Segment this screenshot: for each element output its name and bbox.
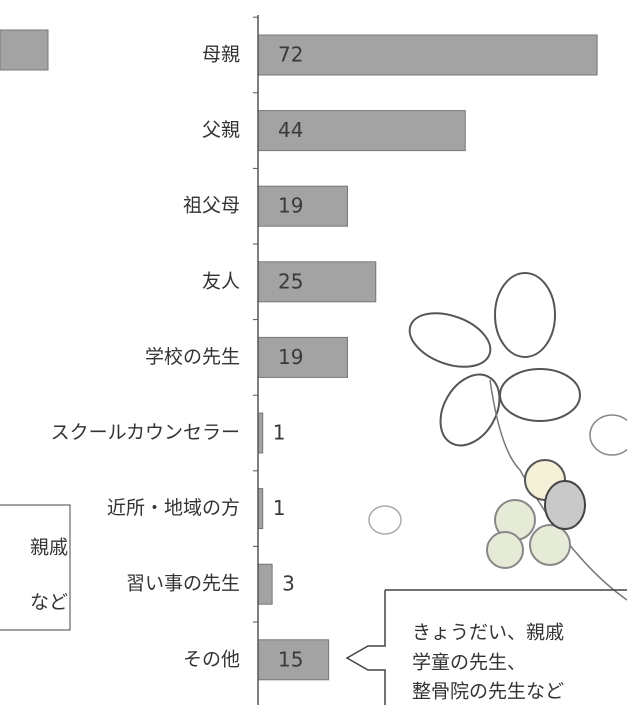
bar	[257, 185, 348, 227]
category-label: 祖父母	[183, 195, 240, 217]
category-label: 父親	[202, 119, 240, 141]
value-label: 15	[278, 647, 303, 671]
callout-text: 学童の先生、	[412, 652, 526, 674]
category-label: スクールカウンセラー	[51, 422, 240, 444]
callout-text: きょうだい、親戚	[412, 622, 564, 644]
bar	[257, 34, 598, 76]
bar	[257, 563, 273, 605]
value-label: 1	[273, 421, 286, 445]
cropped-note: 親戚	[30, 537, 68, 559]
value-label: 72	[278, 43, 303, 67]
callout-box	[345, 589, 627, 705]
category-label: その他	[183, 648, 240, 670]
category-label: 習い事の先生	[126, 573, 240, 595]
value-label: 19	[278, 345, 303, 369]
bar	[257, 110, 466, 152]
category-label: 母親	[202, 44, 240, 66]
value-label: 44	[278, 118, 303, 142]
value-label: 3	[282, 572, 295, 596]
value-label: 25	[278, 269, 303, 293]
cropped-note: など	[30, 592, 68, 614]
cropped-box	[0, 504, 71, 631]
value-label: 19	[278, 194, 303, 218]
category-label: 近所・地域の方	[107, 497, 240, 519]
bar	[257, 336, 348, 378]
bar	[257, 639, 330, 681]
value-label: 1	[273, 496, 286, 520]
bar	[257, 261, 377, 303]
category-label: 友人	[202, 270, 240, 292]
callout-text: 整骨院の先生など	[412, 681, 564, 703]
category-label: 学校の先生	[145, 346, 240, 368]
flower-illustration	[368, 272, 627, 601]
cropped-bar	[0, 29, 49, 71]
